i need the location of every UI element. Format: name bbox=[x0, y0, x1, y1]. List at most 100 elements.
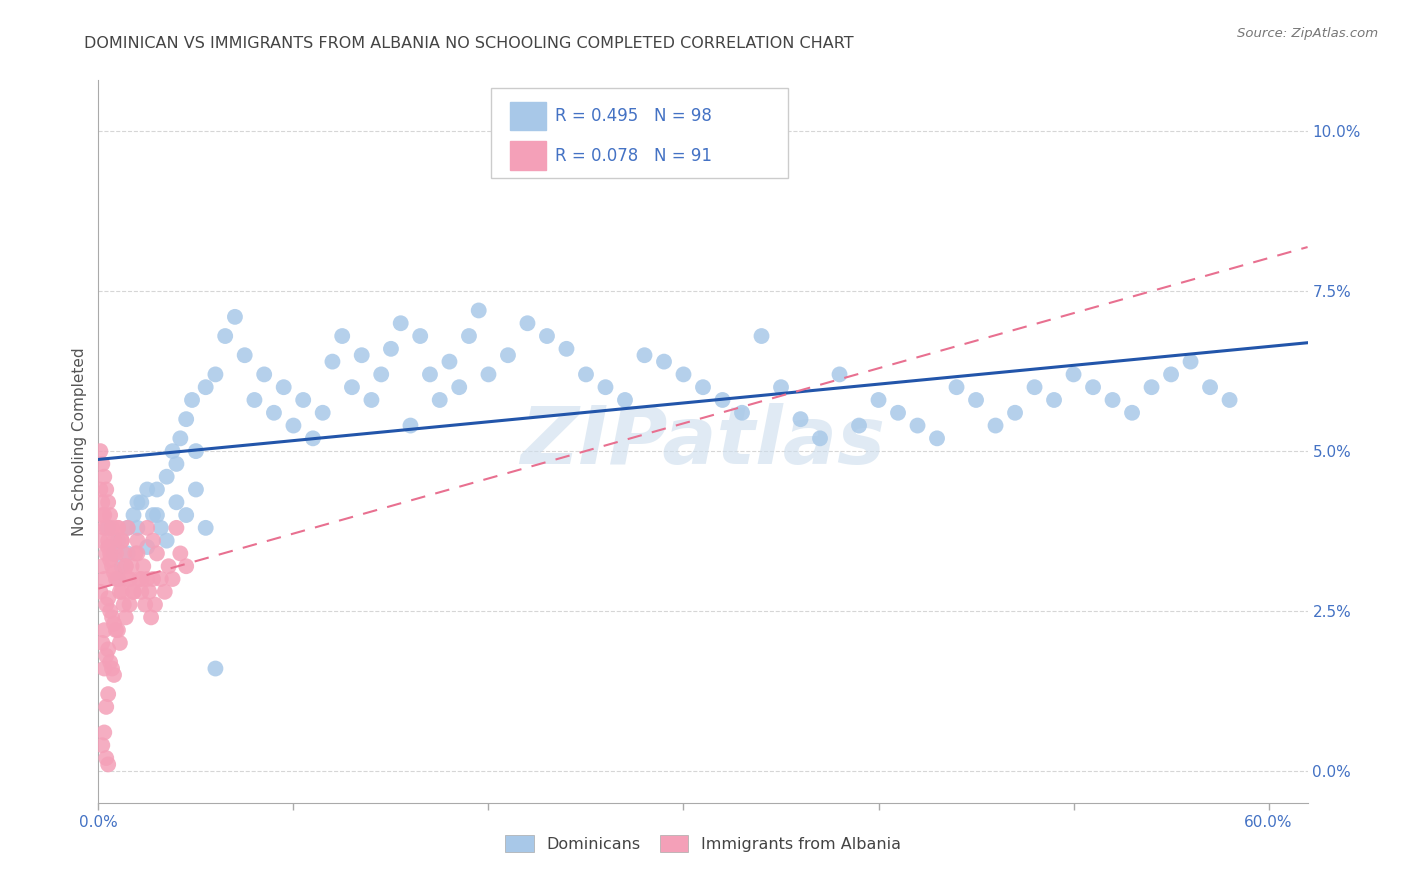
Point bbox=[136, 483, 159, 497]
Point bbox=[136, 521, 159, 535]
Point bbox=[302, 431, 325, 445]
Point bbox=[751, 329, 773, 343]
Point bbox=[101, 521, 124, 535]
Point bbox=[283, 418, 305, 433]
Point bbox=[184, 483, 207, 497]
Point bbox=[731, 406, 754, 420]
Point bbox=[112, 598, 135, 612]
Point bbox=[340, 380, 363, 394]
Point bbox=[633, 348, 655, 362]
Point bbox=[127, 521, 149, 535]
Point bbox=[409, 329, 432, 343]
Point bbox=[263, 406, 285, 420]
Point bbox=[165, 495, 187, 509]
Point bbox=[312, 406, 335, 420]
Point bbox=[194, 380, 217, 394]
Point bbox=[1043, 392, 1066, 407]
Point bbox=[214, 329, 236, 343]
Point bbox=[89, 483, 111, 497]
Point bbox=[429, 392, 451, 407]
Point bbox=[122, 508, 145, 522]
Point bbox=[132, 559, 155, 574]
Point bbox=[104, 546, 127, 560]
Point bbox=[165, 457, 187, 471]
Point bbox=[789, 412, 811, 426]
Point bbox=[887, 406, 910, 420]
Point bbox=[96, 521, 118, 535]
Point bbox=[1160, 368, 1182, 382]
Point bbox=[93, 521, 115, 535]
Point bbox=[692, 380, 714, 394]
Point bbox=[97, 495, 120, 509]
Point bbox=[925, 431, 948, 445]
Point bbox=[111, 533, 134, 548]
Point bbox=[672, 368, 695, 382]
Point bbox=[111, 533, 134, 548]
Point bbox=[96, 648, 118, 663]
Point bbox=[98, 604, 121, 618]
Point bbox=[91, 457, 114, 471]
Point bbox=[104, 572, 127, 586]
Point bbox=[98, 553, 121, 567]
Point bbox=[107, 521, 129, 535]
Point bbox=[984, 418, 1007, 433]
Point bbox=[121, 559, 143, 574]
Point bbox=[127, 495, 149, 509]
Point bbox=[97, 757, 120, 772]
Point bbox=[118, 598, 141, 612]
Point bbox=[828, 368, 851, 382]
Point bbox=[1199, 380, 1222, 394]
Point bbox=[243, 392, 266, 407]
Point bbox=[184, 444, 207, 458]
Point bbox=[907, 418, 929, 433]
Point bbox=[107, 623, 129, 637]
Point bbox=[96, 598, 118, 612]
Point bbox=[174, 559, 197, 574]
Point bbox=[101, 661, 124, 675]
Text: Source: ZipAtlas.com: Source: ZipAtlas.com bbox=[1237, 27, 1378, 40]
Point bbox=[122, 584, 145, 599]
Point bbox=[149, 521, 172, 535]
Point bbox=[89, 533, 111, 548]
Point bbox=[97, 642, 120, 657]
Point bbox=[97, 540, 120, 554]
Point bbox=[89, 444, 111, 458]
Point bbox=[614, 392, 637, 407]
Point bbox=[350, 348, 373, 362]
Point bbox=[127, 533, 149, 548]
Point bbox=[131, 584, 153, 599]
Point bbox=[124, 546, 146, 560]
Point bbox=[143, 598, 166, 612]
Text: ZIPatlas: ZIPatlas bbox=[520, 402, 886, 481]
Point bbox=[439, 354, 461, 368]
Point bbox=[1219, 392, 1241, 407]
Point bbox=[136, 572, 159, 586]
Point bbox=[945, 380, 967, 394]
Point bbox=[98, 508, 121, 522]
Point bbox=[848, 418, 870, 433]
Point bbox=[1140, 380, 1163, 394]
Point bbox=[458, 329, 481, 343]
Point bbox=[370, 368, 392, 382]
Point bbox=[146, 546, 169, 560]
Point bbox=[292, 392, 315, 407]
Point bbox=[142, 572, 165, 586]
Point bbox=[97, 533, 120, 548]
Point bbox=[138, 584, 160, 599]
Point bbox=[1121, 406, 1143, 420]
Point bbox=[1180, 354, 1202, 368]
Point bbox=[157, 559, 180, 574]
Point bbox=[103, 668, 125, 682]
Point bbox=[146, 508, 169, 522]
Point bbox=[156, 533, 179, 548]
FancyBboxPatch shape bbox=[509, 142, 546, 170]
Point bbox=[169, 431, 191, 445]
Point bbox=[114, 610, 136, 624]
Point bbox=[149, 572, 172, 586]
Point bbox=[97, 591, 120, 606]
Point bbox=[127, 546, 149, 560]
Point bbox=[1024, 380, 1046, 394]
Point bbox=[101, 610, 124, 624]
Y-axis label: No Schooling Completed: No Schooling Completed bbox=[72, 347, 87, 536]
Point bbox=[107, 572, 129, 586]
